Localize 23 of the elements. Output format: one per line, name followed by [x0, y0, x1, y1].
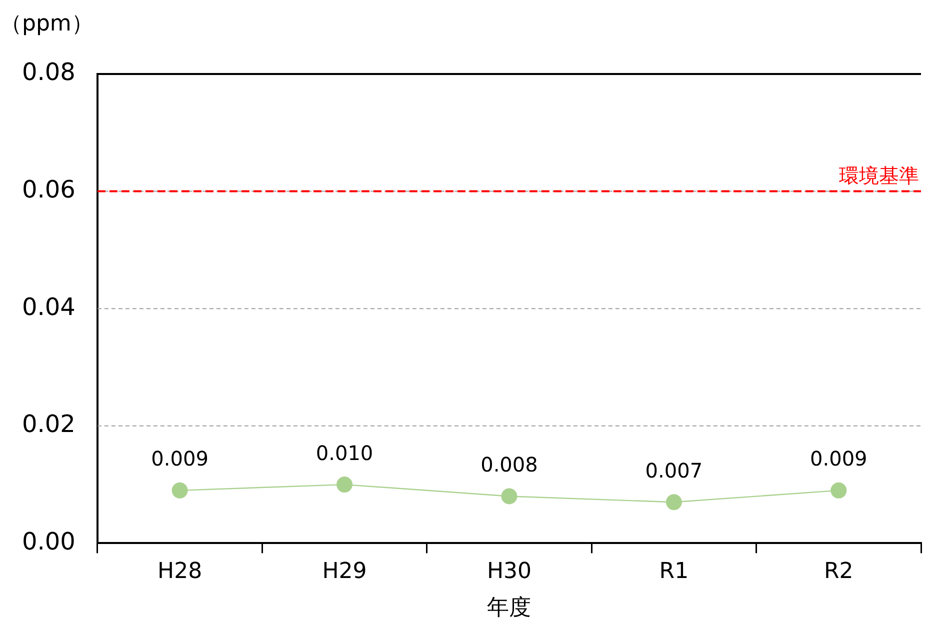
point — [830, 482, 847, 498]
y-tick-label: 0.06 — [22, 176, 76, 204]
data-label: 0.007 — [645, 458, 703, 482]
y-axis-title: （ppm） — [0, 12, 94, 37]
y-tick-label: 0.00 — [22, 527, 76, 556]
point — [666, 494, 682, 510]
x-tick-label: R1 — [659, 559, 689, 584]
x-tick-label: H30 — [486, 559, 532, 584]
point — [501, 488, 518, 504]
y-tick-label: 0.04 — [22, 292, 76, 321]
data-label: 0.009 — [810, 446, 868, 471]
point — [336, 476, 353, 493]
data-label: 0.008 — [480, 452, 538, 476]
data-label: 0.009 — [151, 446, 208, 471]
ref-line-label: 環境基準 — [839, 164, 919, 188]
y-tick-label: 0.02 — [22, 410, 76, 438]
point — [172, 482, 188, 498]
y-tick-label: 0.08 — [22, 58, 76, 86]
x-axis-title: 年度 — [487, 596, 532, 621]
x-tick-label: H29 — [322, 559, 367, 584]
x-tick-label: H28 — [158, 559, 202, 584]
data-label: 0.010 — [316, 440, 374, 465]
x-tick-label: R2 — [824, 559, 854, 584]
